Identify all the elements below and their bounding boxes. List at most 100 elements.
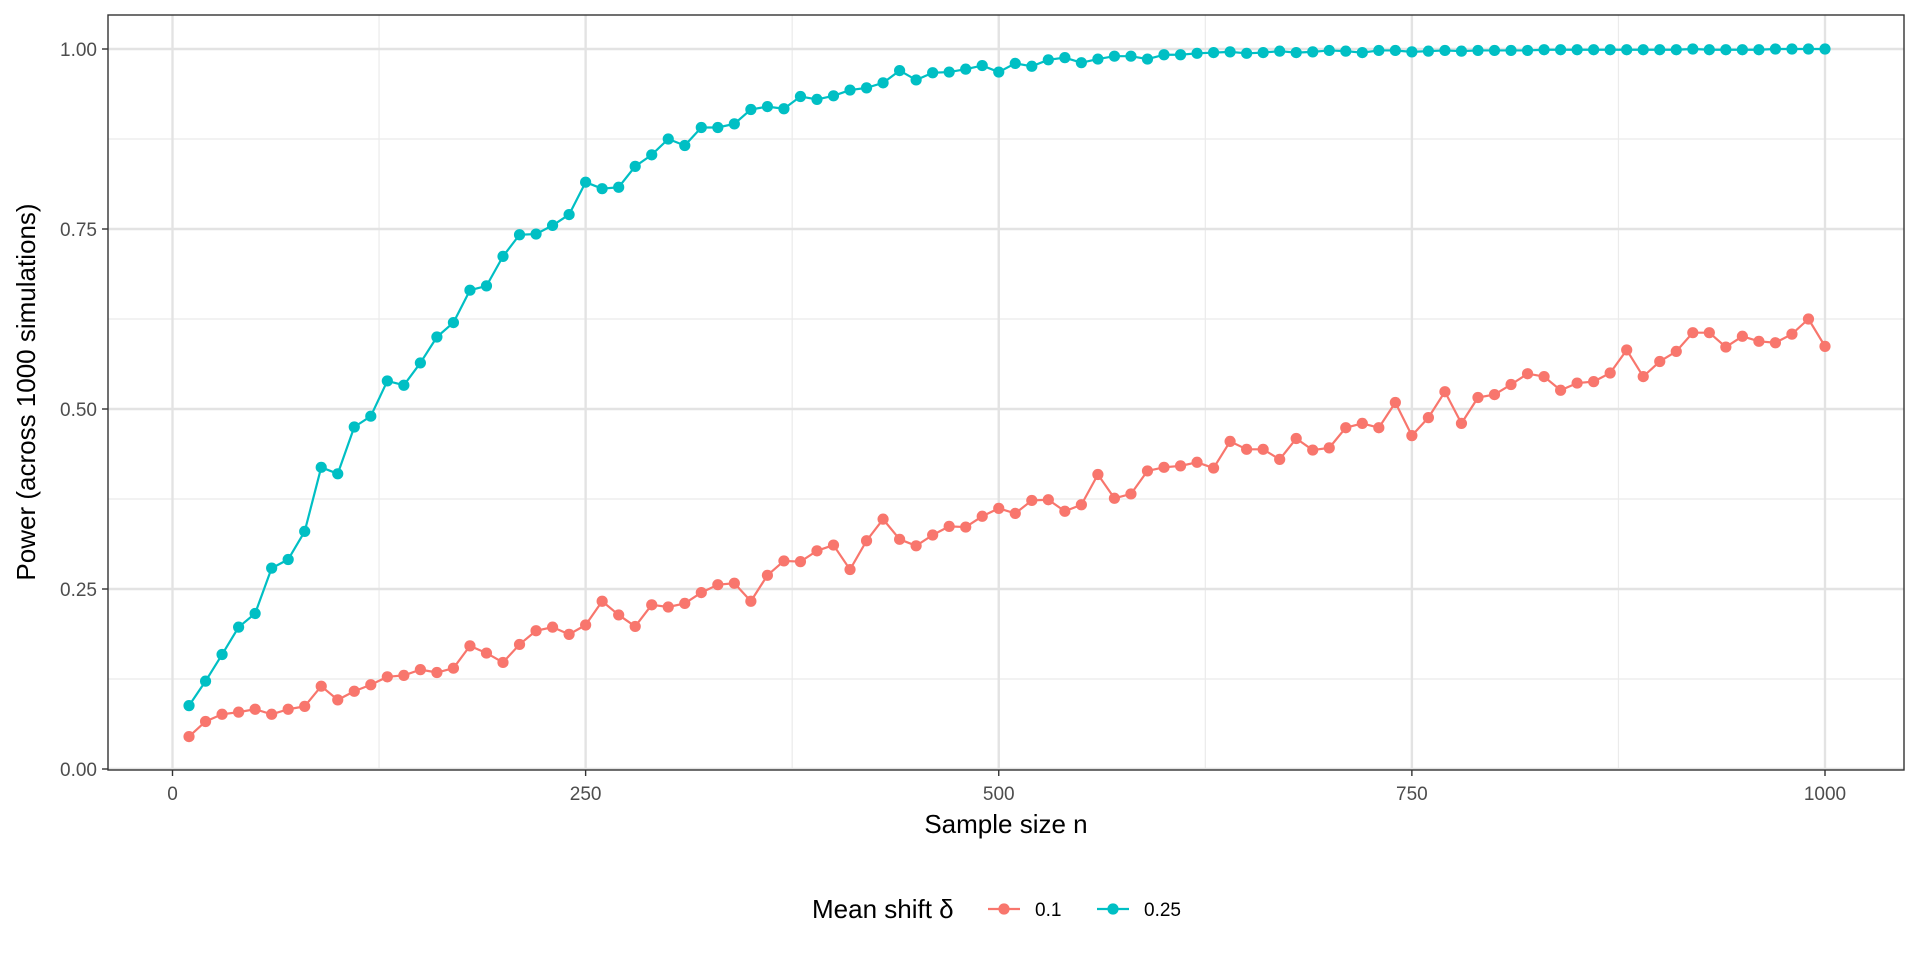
data-point (860, 82, 873, 94)
data-point (266, 708, 278, 720)
data-point (249, 703, 261, 715)
data-point (233, 706, 245, 718)
data-point (1389, 396, 1401, 409)
data-point (646, 149, 658, 161)
data-point (1174, 49, 1187, 61)
data-point (695, 121, 707, 134)
data-point (1769, 337, 1782, 349)
data-point (1588, 44, 1600, 56)
data-point (497, 250, 509, 262)
data-point (662, 601, 674, 613)
series-line (188, 47, 1825, 707)
data-point (1125, 488, 1137, 500)
data-point (299, 525, 311, 538)
data-point (1290, 432, 1302, 445)
data-point (1224, 46, 1236, 58)
data-point (1026, 494, 1038, 507)
data-point (282, 703, 294, 715)
data-point (1158, 49, 1170, 61)
data-point (1092, 53, 1104, 65)
data-point (745, 103, 757, 116)
data-point (844, 563, 856, 576)
data-point (1521, 44, 1534, 57)
data-point (662, 133, 674, 145)
plot-panel (108, 15, 1904, 770)
legend-key-0.1: 0.1 (988, 900, 1061, 921)
y-tick-label: 0.00 (60, 760, 97, 781)
data-point (1009, 507, 1021, 519)
data-point (563, 209, 575, 221)
data-point (431, 666, 443, 679)
data-point (1141, 53, 1154, 65)
data-point (530, 625, 542, 637)
data-point (1472, 391, 1484, 404)
data-point (613, 181, 625, 193)
data-point (1059, 52, 1071, 64)
data-point (1290, 47, 1302, 59)
data-point (943, 66, 955, 78)
x-tick-label: 0 (167, 784, 178, 805)
data-point (216, 708, 228, 720)
data-point (480, 647, 493, 659)
data-point (447, 662, 460, 674)
y-axis-title: Power (across 1000 simulations) (11, 203, 41, 580)
x-axis-ticks: 0 250 500 750 1000 (167, 770, 1846, 805)
data-point (927, 529, 939, 541)
data-point (199, 715, 212, 728)
data-point (1257, 47, 1269, 59)
data-point (546, 219, 559, 231)
data-point (1621, 344, 1633, 356)
data-point (348, 685, 360, 697)
data-point (860, 535, 873, 547)
data-point (1042, 54, 1054, 66)
data-point (596, 595, 608, 607)
data-point (960, 63, 972, 75)
data-point (695, 587, 707, 599)
data-point (1571, 377, 1583, 389)
data-point (464, 284, 476, 296)
data-point (728, 577, 740, 589)
data-point (381, 671, 393, 683)
data-point (613, 609, 625, 621)
data-point (1670, 345, 1682, 357)
data-point (381, 375, 393, 387)
data-point (1769, 43, 1782, 55)
data-point (216, 648, 228, 661)
data-point (1207, 47, 1220, 59)
data-point (1340, 45, 1352, 57)
data-point (1703, 44, 1715, 56)
legend-keys: 0.1 0.25 (988, 900, 1181, 921)
data-point (1439, 44, 1451, 57)
data-point (1654, 355, 1666, 368)
data-point (811, 93, 823, 105)
data-point (530, 228, 542, 240)
data-point (1323, 442, 1335, 454)
data-point (976, 59, 988, 72)
series-0.1 (183, 313, 1831, 743)
data-point (794, 90, 807, 103)
data-point (1274, 45, 1286, 57)
data-point (1505, 378, 1517, 391)
x-tick-label: 750 (1396, 784, 1428, 805)
data-point (513, 229, 526, 241)
data-point (1455, 417, 1468, 429)
data-point (976, 510, 988, 522)
data-point (1356, 417, 1368, 429)
data-point (1174, 460, 1187, 472)
legend-point (998, 903, 1010, 915)
data-point (993, 66, 1005, 78)
data-point (1108, 492, 1121, 504)
data-point (546, 621, 559, 633)
data-point (1786, 43, 1798, 55)
data-point (1571, 44, 1583, 56)
data-point (1505, 44, 1517, 57)
data-point (927, 67, 939, 79)
data-point (1307, 46, 1319, 58)
x-tick-label: 1000 (1804, 784, 1846, 805)
data-point (1422, 45, 1434, 57)
data-point (1373, 422, 1385, 434)
data-point (894, 533, 906, 545)
data-point (761, 569, 774, 581)
legend-label: 0.25 (1144, 900, 1181, 921)
data-point (1488, 44, 1501, 57)
